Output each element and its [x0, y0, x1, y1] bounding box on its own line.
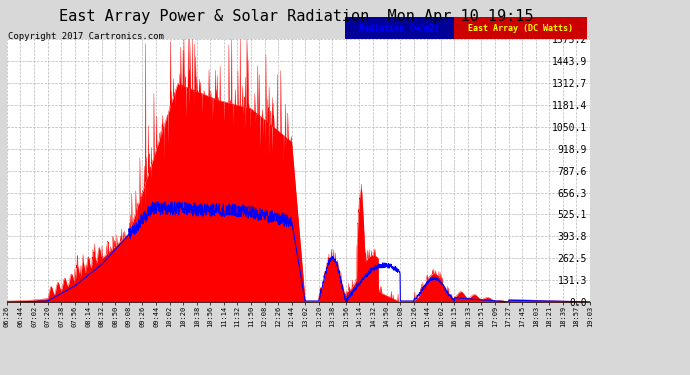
- Text: East Array Power & Solar Radiation  Mon Apr 10 19:15: East Array Power & Solar Radiation Mon A…: [59, 9, 534, 24]
- Text: Copyright 2017 Cartronics.com: Copyright 2017 Cartronics.com: [8, 32, 164, 41]
- Text: East Array (DC Watts): East Array (DC Watts): [468, 24, 573, 33]
- Bar: [454, 17, 586, 39]
- Text: Radiation (w/m2): Radiation (w/m2): [359, 24, 440, 33]
- Bar: [345, 17, 454, 39]
